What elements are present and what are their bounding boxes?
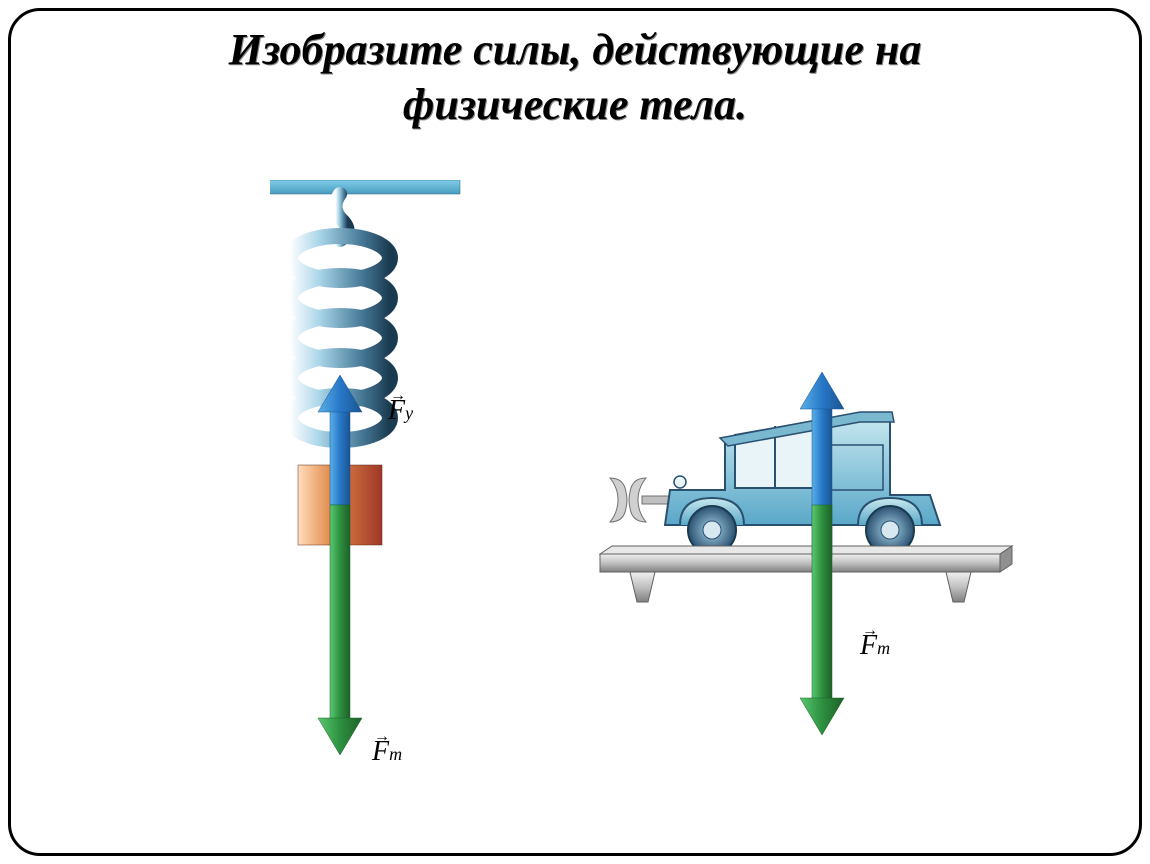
spring-svg <box>270 180 470 780</box>
label-fm-spring: → Fm <box>372 736 402 768</box>
page-title: Изобразите силы, действующие на физическ… <box>0 22 1150 132</box>
label-fy: → Fу <box>388 395 413 427</box>
car-svg <box>560 350 1020 810</box>
spring-diagram: → Fу → Fm <box>270 180 470 785</box>
diagram-area: → Fу → Fm <box>0 180 1150 864</box>
label-fm-car: → Fm <box>860 630 890 662</box>
arrow-fm-car <box>800 505 844 735</box>
title-line-1: Изобразите силы, действующие на <box>229 25 922 74</box>
car-diagram: → Fm <box>560 350 1020 815</box>
ceiling <box>270 180 460 194</box>
platform <box>600 546 1012 602</box>
title-line-2: физические тела. <box>403 80 747 129</box>
